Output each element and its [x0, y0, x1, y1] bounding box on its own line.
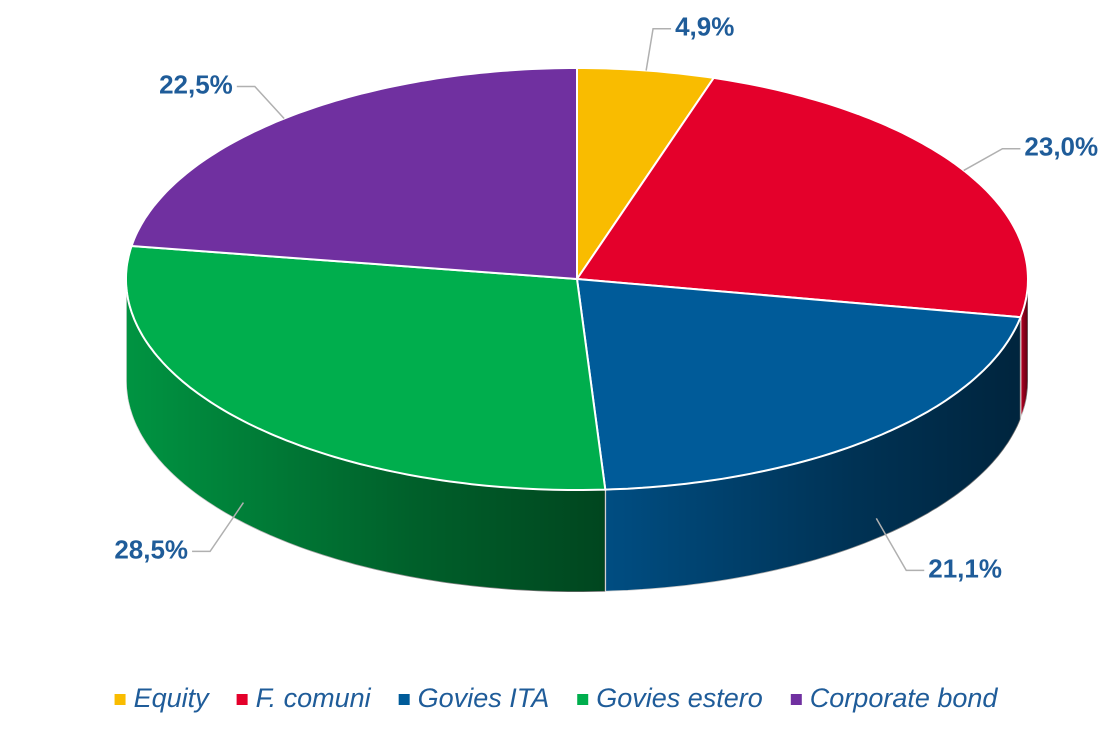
- legend-label: Govies ITA: [418, 683, 550, 713]
- leader-line: [192, 502, 245, 553]
- legend-swatch: [236, 694, 248, 705]
- legend-label: Govies estero: [596, 683, 763, 713]
- legend: Equity F. comuni Govies ITA Govies estero Co…: [114, 683, 999, 713]
- value-label: 4,9%: [675, 12, 734, 42]
- slice: [130, 67, 578, 281]
- legend-swatch: [577, 694, 589, 705]
- leader-line: [645, 28, 672, 71]
- legend-swatch: [114, 694, 126, 705]
- slice: [575, 277, 1022, 491]
- slice: [576, 67, 716, 283]
- slice-side-shade: [126, 279, 606, 592]
- slice-side-shade: [605, 317, 1021, 592]
- value-label: 23,0%: [1024, 132, 1098, 162]
- slice: [125, 244, 607, 491]
- slice: [575, 76, 1030, 319]
- value-label: 22,5%: [159, 69, 233, 99]
- legend-label: Corporate bond: [810, 683, 999, 713]
- legend-swatch: [398, 694, 410, 705]
- legend-label: Equity: [134, 683, 211, 713]
- legend-swatch: [790, 694, 802, 705]
- value-label: 28,5%: [114, 534, 188, 564]
- leader-line: [236, 85, 285, 120]
- value-label: 21,1%: [928, 553, 1002, 583]
- legend-label: F. comuni: [256, 683, 372, 713]
- leader-line: [875, 518, 925, 572]
- leader-line: [963, 147, 1021, 172]
